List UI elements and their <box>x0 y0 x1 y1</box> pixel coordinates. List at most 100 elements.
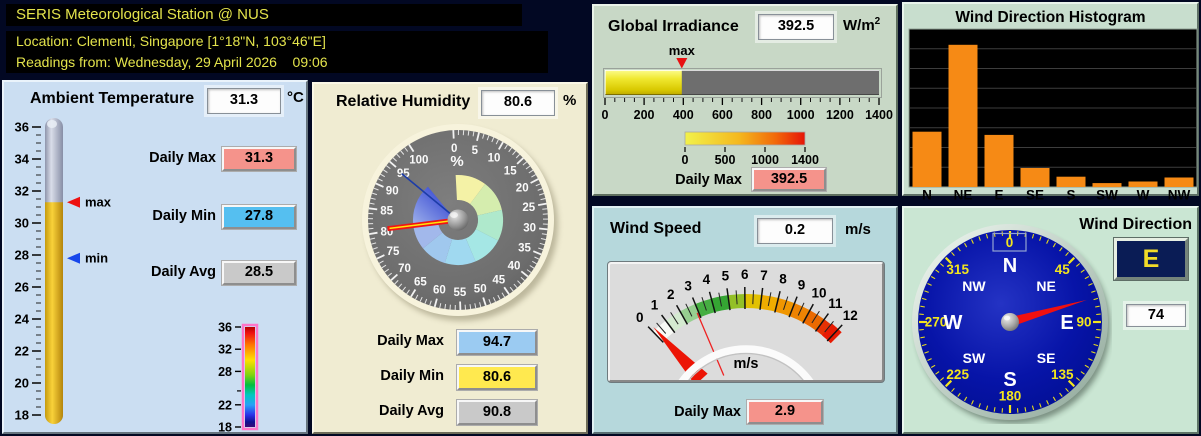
wind-speed-daily-max-label: Daily Max <box>674 404 741 420</box>
temperature-daily-max-label: Daily Max <box>149 150 216 166</box>
panel-global-irradiance: Global Irradiance 392.5 W/m2 max 0 200 400 6… <box>592 4 898 196</box>
wind-direction-compass: 0 45 90 135 180 225 270 315 N NE E SE S SW W NW <box>908 220 1112 429</box>
svg-text:22: 22 <box>218 398 232 412</box>
svg-text:800: 800 <box>751 108 772 122</box>
temperature-daily-avg-value: 28.5 <box>222 261 296 285</box>
svg-text:8: 8 <box>779 272 787 287</box>
svg-text:NE: NE <box>954 188 973 201</box>
svg-text:35: 35 <box>518 243 531 255</box>
svg-text:15: 15 <box>504 165 517 177</box>
svg-text:%: % <box>450 153 463 170</box>
svg-text:0: 0 <box>602 108 609 122</box>
irradiance-unit-label: W/m2 <box>843 16 880 34</box>
svg-text:S: S <box>1003 369 1016 391</box>
svg-text:5: 5 <box>722 268 730 283</box>
svg-text:0: 0 <box>682 153 689 167</box>
svg-text:500: 500 <box>715 153 736 167</box>
svg-text:4: 4 <box>703 272 711 287</box>
svg-text:180: 180 <box>999 389 1022 404</box>
humidity-daily-min-label: Daily Min <box>380 368 444 384</box>
svg-text:270: 270 <box>925 315 948 330</box>
humidity-daily-max-label: Daily Max <box>377 333 444 349</box>
svg-text:26: 26 <box>15 280 29 295</box>
wind-speed-title: Wind Speed <box>610 220 702 237</box>
temperature-daily-avg-label: Daily Avg <box>150 264 216 280</box>
panel-wind-direction: Wind Direction 0 45 90 135 180 225 270 315 N NE E S… <box>902 206 1199 434</box>
humidity-title: Relative Humidity <box>336 93 471 110</box>
humidity-gauge: 0510152025303540455055606570758085909510… <box>352 114 564 331</box>
svg-text:225: 225 <box>946 367 969 382</box>
irradiance-unit-exponent: 2 <box>874 16 881 27</box>
svg-text:min: min <box>85 251 108 266</box>
svg-text:0: 0 <box>636 310 644 325</box>
svg-text:32: 32 <box>15 184 29 199</box>
humidity-daily-avg-label: Daily Avg <box>378 403 444 419</box>
svg-text:10: 10 <box>488 153 501 165</box>
svg-text:SW: SW <box>1096 188 1118 201</box>
svg-text:m/s: m/s <box>734 356 759 372</box>
svg-text:90: 90 <box>1076 315 1091 330</box>
svg-text:45: 45 <box>1055 262 1071 277</box>
wind-direction-cardinal-display: E <box>1114 238 1188 280</box>
humidity-value-display[interactable]: 80.6 <box>481 90 555 116</box>
svg-text:0: 0 <box>451 143 457 155</box>
svg-text:N: N <box>1003 255 1017 277</box>
temperature-daily-min-value: 27.8 <box>222 205 296 229</box>
svg-text:11: 11 <box>828 296 843 311</box>
svg-text:1000: 1000 <box>787 108 815 122</box>
svg-text:NE: NE <box>1036 278 1055 294</box>
wind-direction-histogram-chart: N NE E SE S SW W NW <box>904 26 1201 205</box>
svg-text:50: 50 <box>474 284 487 296</box>
svg-text:600: 600 <box>712 108 733 122</box>
svg-text:10: 10 <box>811 286 826 301</box>
svg-text:315: 315 <box>946 262 969 277</box>
svg-text:20: 20 <box>516 182 529 194</box>
station-header: SERIS Meteorological Station @ NUS Locat… <box>6 4 548 73</box>
temperature-color-ramp: 36 32 28 22 18 <box>194 321 269 436</box>
svg-text:6: 6 <box>741 267 749 282</box>
svg-text:34: 34 <box>15 152 30 167</box>
temperature-daily-max-value: 31.3 <box>222 147 296 171</box>
wind-direction-degrees-display[interactable]: 74 <box>1126 304 1186 327</box>
svg-text:2: 2 <box>667 287 675 302</box>
svg-text:E: E <box>994 188 1003 201</box>
irradiance-daily-max-label: Daily Max <box>675 172 742 188</box>
humidity-daily-min-value: 80.6 <box>457 365 537 390</box>
irradiance-title: Global Irradiance <box>608 18 739 35</box>
station-title: SERIS Meteorological Station @ NUS <box>6 4 522 26</box>
svg-text:135: 135 <box>1051 367 1074 382</box>
irradiance-value-display[interactable]: 392.5 <box>758 14 834 40</box>
station-location: Location: Clementi, Singapore [1°18"N, 1… <box>6 31 548 52</box>
station-readings-timestamp: Readings from: Wednesday, 29 April 2026 … <box>6 52 548 73</box>
svg-text:1: 1 <box>651 297 659 312</box>
temperature-daily-min-label: Daily Min <box>152 208 216 224</box>
svg-text:40: 40 <box>508 260 521 272</box>
svg-text:SE: SE <box>1026 188 1044 201</box>
irradiance-daily-max-value: 392.5 <box>752 168 826 191</box>
svg-text:60: 60 <box>433 285 446 297</box>
svg-text:7: 7 <box>760 268 768 283</box>
humidity-unit-label: % <box>563 92 577 109</box>
svg-text:32: 32 <box>218 343 232 357</box>
svg-text:55: 55 <box>454 287 467 299</box>
svg-text:1200: 1200 <box>826 108 854 122</box>
svg-text:100: 100 <box>409 155 428 167</box>
temperature-value-display[interactable]: 31.3 <box>207 88 281 114</box>
svg-text:85: 85 <box>380 206 393 218</box>
wind-speed-value-display[interactable]: 0.2 <box>757 218 833 244</box>
histogram-title: Wind Direction Histogram <box>955 9 1146 26</box>
svg-text:400: 400 <box>673 108 694 122</box>
svg-text:N: N <box>922 188 932 201</box>
svg-text:E: E <box>1060 312 1073 334</box>
svg-text:18: 18 <box>218 421 232 435</box>
panel-wind-speed: Wind Speed 0.2 m/s 0 1 2 3 4 5 6 7 8 9 10 11 12 m/s D… <box>592 206 898 434</box>
panel-ambient-temperature: Ambient Temperature 31.3 °C 36 34 32 30 28 26… <box>2 80 308 436</box>
svg-text:18: 18 <box>15 408 29 423</box>
humidity-daily-max-value: 94.7 <box>457 330 537 355</box>
svg-text:65: 65 <box>414 276 427 288</box>
svg-text:3: 3 <box>684 278 692 293</box>
svg-text:25: 25 <box>522 202 535 214</box>
svg-text:1400: 1400 <box>791 153 819 167</box>
svg-text:9: 9 <box>798 277 806 292</box>
humidity-daily-avg-value: 90.8 <box>457 400 537 425</box>
